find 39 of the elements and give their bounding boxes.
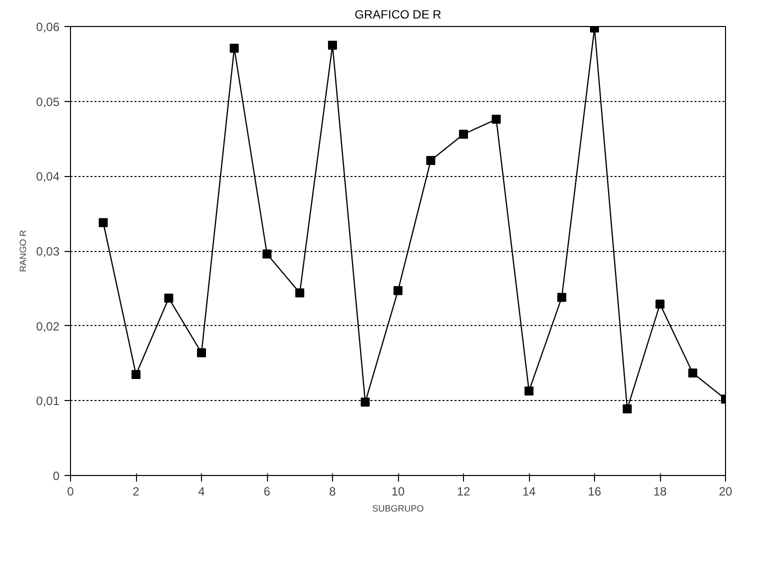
point: [98, 218, 108, 228]
point: [426, 156, 436, 165]
x-tick-label: 10: [391, 484, 405, 498]
x-tick-label: 8: [329, 484, 336, 498]
x-tick-label: 20: [718, 484, 732, 498]
y-tick-label: 0,01: [36, 394, 60, 408]
x-tick-label: 0: [67, 484, 74, 498]
point: [328, 40, 337, 50]
point: [557, 292, 566, 302]
y-tick-label: 0,03: [36, 244, 60, 258]
point: [524, 386, 534, 396]
point: [132, 370, 140, 379]
point: [394, 286, 402, 296]
y-tick-label: 0,05: [36, 94, 60, 109]
point: [492, 114, 501, 124]
point: [688, 368, 698, 378]
x-tick-label: 16: [588, 484, 602, 498]
chart-title: GRAFICO DE R: [354, 8, 442, 22]
x-tick-label: 18: [653, 484, 667, 498]
x-tick-label: 12: [456, 484, 470, 498]
x-axis-title: SUBGRUPO: [372, 504, 424, 514]
point: [295, 288, 304, 298]
y-axis-title: RANGO R: [18, 230, 28, 272]
x-tick-label: 6: [264, 484, 271, 498]
x-tick-label: 2: [132, 484, 140, 498]
point: [262, 249, 272, 258]
point: [656, 300, 664, 309]
y-tick-label: 0: [52, 469, 60, 483]
y-tick-label: 0,02: [36, 319, 60, 334]
point: [360, 398, 370, 407]
point: [230, 44, 239, 53]
y-tick-label: 0,04: [36, 170, 60, 184]
point: [164, 294, 174, 303]
y-tick-label: 0,06: [36, 20, 60, 34]
point: [197, 348, 206, 358]
point: [622, 404, 632, 414]
x-tick-label: 14: [522, 484, 536, 498]
point: [459, 130, 468, 139]
x-tick-label: 4: [198, 484, 206, 498]
